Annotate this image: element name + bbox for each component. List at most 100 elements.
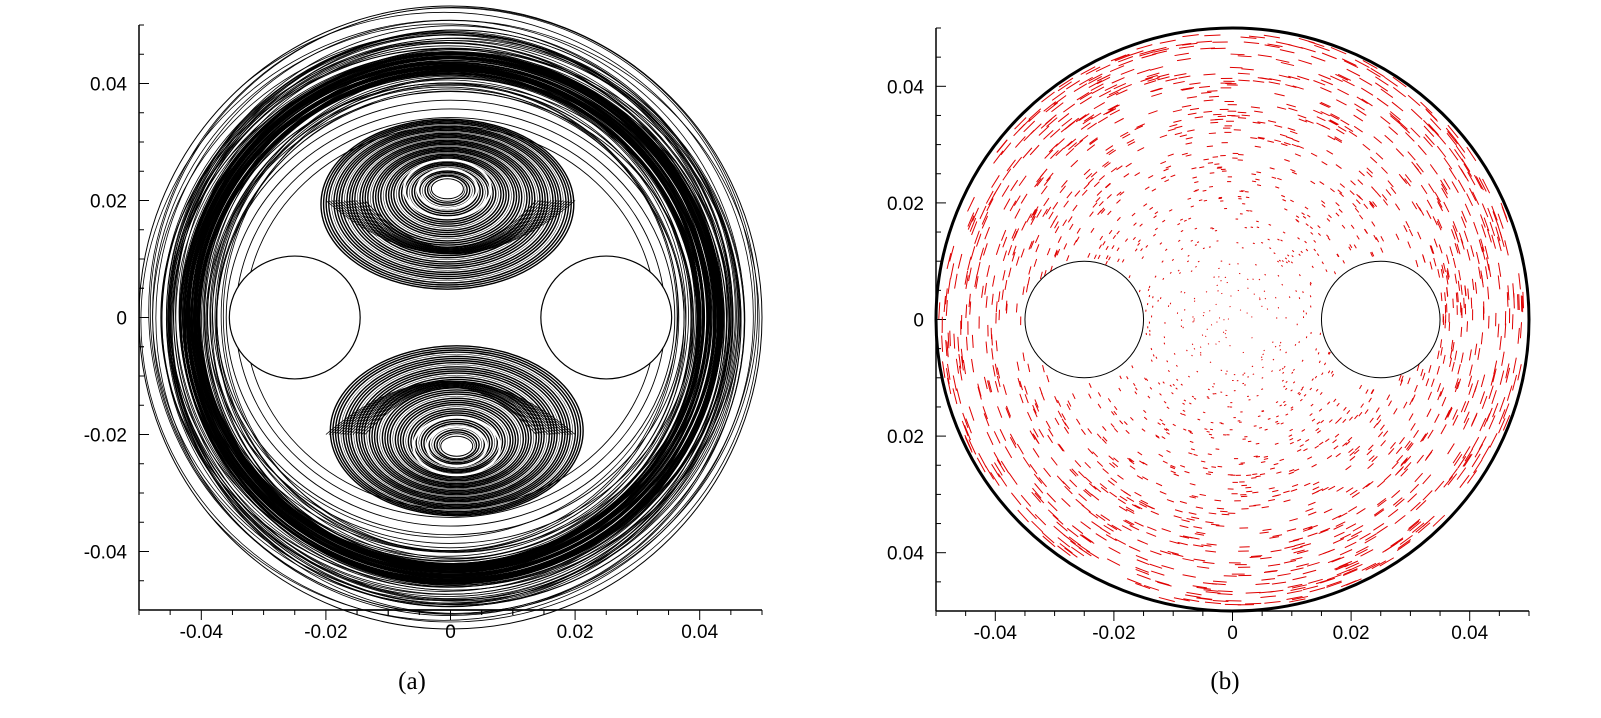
velocity-vector — [1282, 400, 1286, 403]
velocity-vector — [1286, 528, 1297, 532]
velocity-vector — [1116, 199, 1121, 204]
velocity-vector — [1102, 161, 1109, 167]
velocity-vector — [1038, 477, 1047, 488]
velocity-vector — [1483, 217, 1490, 232]
velocity-vector — [1328, 120, 1338, 126]
velocity-vector — [1487, 207, 1494, 223]
velocity-vector — [1313, 109, 1323, 115]
velocity-vector — [1291, 371, 1294, 374]
velocity-vector — [1089, 138, 1098, 146]
velocity-vector — [1310, 231, 1314, 235]
velocity-vector — [1363, 203, 1369, 209]
velocity-vector — [1352, 524, 1364, 532]
velocity-vector — [1151, 87, 1163, 93]
velocity-vector — [1446, 132, 1458, 146]
velocity-vector — [949, 245, 955, 262]
velocity-vector — [1281, 260, 1284, 263]
velocity-vector — [1193, 190, 1198, 193]
velocity-vector — [1274, 93, 1285, 97]
velocity-vector — [1425, 449, 1434, 459]
streamline — [361, 200, 540, 249]
x-tick-label: 0.04 — [681, 622, 718, 643]
velocity-vector — [1061, 498, 1071, 507]
velocity-vector — [1159, 550, 1172, 555]
velocity-vector — [1361, 98, 1373, 107]
velocity-vector — [1206, 543, 1217, 546]
panel-b-vectors: -0.04 -0.02 0 0.02 0.04 0.04 0.02 0 0.02 0.04 (b) — [800, 0, 1601, 718]
velocity-vector — [994, 462, 1003, 476]
velocity-vector — [1241, 68, 1254, 71]
velocity-vector — [1326, 580, 1342, 587]
velocity-vector — [1502, 414, 1511, 431]
velocity-vector — [1466, 249, 1471, 261]
y-tick-label: 0.04 — [887, 544, 924, 565]
velocity-vector — [1151, 92, 1163, 97]
velocity-vector — [1269, 536, 1280, 539]
velocity-vector — [1207, 343, 1210, 345]
velocity-vector — [1308, 524, 1318, 530]
velocity-vector — [1289, 518, 1298, 522]
velocity-vector — [1279, 369, 1281, 372]
velocity-vector — [1462, 417, 1470, 430]
velocity-vector — [1479, 391, 1486, 405]
velocity-vector — [946, 377, 952, 395]
velocity-vector — [1104, 162, 1111, 168]
velocity-vector — [1070, 159, 1079, 168]
velocity-vector — [1169, 271, 1172, 274]
velocity-vector — [1469, 187, 1477, 202]
velocity-vector — [1118, 59, 1134, 67]
streamline — [193, 65, 705, 567]
velocity-vector — [1183, 428, 1187, 431]
velocity-vector — [1134, 391, 1138, 395]
velocity-vector — [1475, 251, 1480, 265]
velocity-vector — [1264, 600, 1281, 604]
velocity-vector — [1454, 350, 1458, 361]
velocity-vector — [1337, 126, 1347, 132]
velocity-vector — [1318, 360, 1321, 364]
streamline — [415, 414, 499, 471]
velocity-vector — [961, 420, 969, 437]
velocity-vector — [1050, 150, 1059, 159]
streamline — [371, 378, 543, 495]
velocity-vector — [1096, 433, 1102, 439]
velocity-vector — [1182, 574, 1196, 578]
velocity-vector — [1326, 218, 1331, 222]
velocity-vector — [1281, 283, 1284, 286]
velocity-vector — [1414, 472, 1423, 483]
velocity-vector — [1368, 444, 1374, 451]
velocity-vector — [947, 278, 951, 294]
velocity-vector — [1415, 500, 1427, 511]
velocity-vector — [1382, 430, 1389, 437]
velocity-vector — [1255, 178, 1260, 181]
velocity-vector — [1382, 543, 1396, 553]
velocity-vector — [1064, 547, 1078, 558]
velocity-vector — [1430, 245, 1435, 255]
velocity-vector — [1116, 216, 1121, 222]
velocity-vector — [1499, 231, 1505, 247]
velocity-vector — [1336, 99, 1347, 106]
velocity-vector — [1133, 222, 1137, 226]
streamline — [212, 86, 679, 538]
velocity-vector — [1250, 555, 1263, 557]
velocity-vector — [1162, 219, 1166, 223]
velocity-vector — [945, 300, 948, 316]
velocity-vector — [1313, 239, 1317, 243]
velocity-vector — [974, 230, 980, 245]
velocity-vector — [1451, 361, 1455, 372]
velocity-vector — [1277, 573, 1291, 577]
velocity-vector — [1147, 395, 1151, 399]
velocity-vector — [1083, 114, 1095, 122]
streamline-gap — [412, 416, 502, 477]
velocity-vector — [1009, 200, 1017, 212]
velocity-vector — [1204, 34, 1221, 37]
velocity-vector — [1029, 430, 1036, 440]
velocity-vector — [1187, 254, 1190, 257]
velocity-vector — [1155, 482, 1163, 487]
velocity-vector — [1316, 122, 1325, 128]
velocity-vector — [1376, 497, 1387, 506]
velocity-vector — [1005, 407, 1011, 419]
velocity-vector — [1205, 291, 1208, 293]
velocity-vector — [1168, 209, 1173, 212]
velocity-vector — [1399, 379, 1404, 386]
velocity-vector — [1416, 162, 1424, 173]
